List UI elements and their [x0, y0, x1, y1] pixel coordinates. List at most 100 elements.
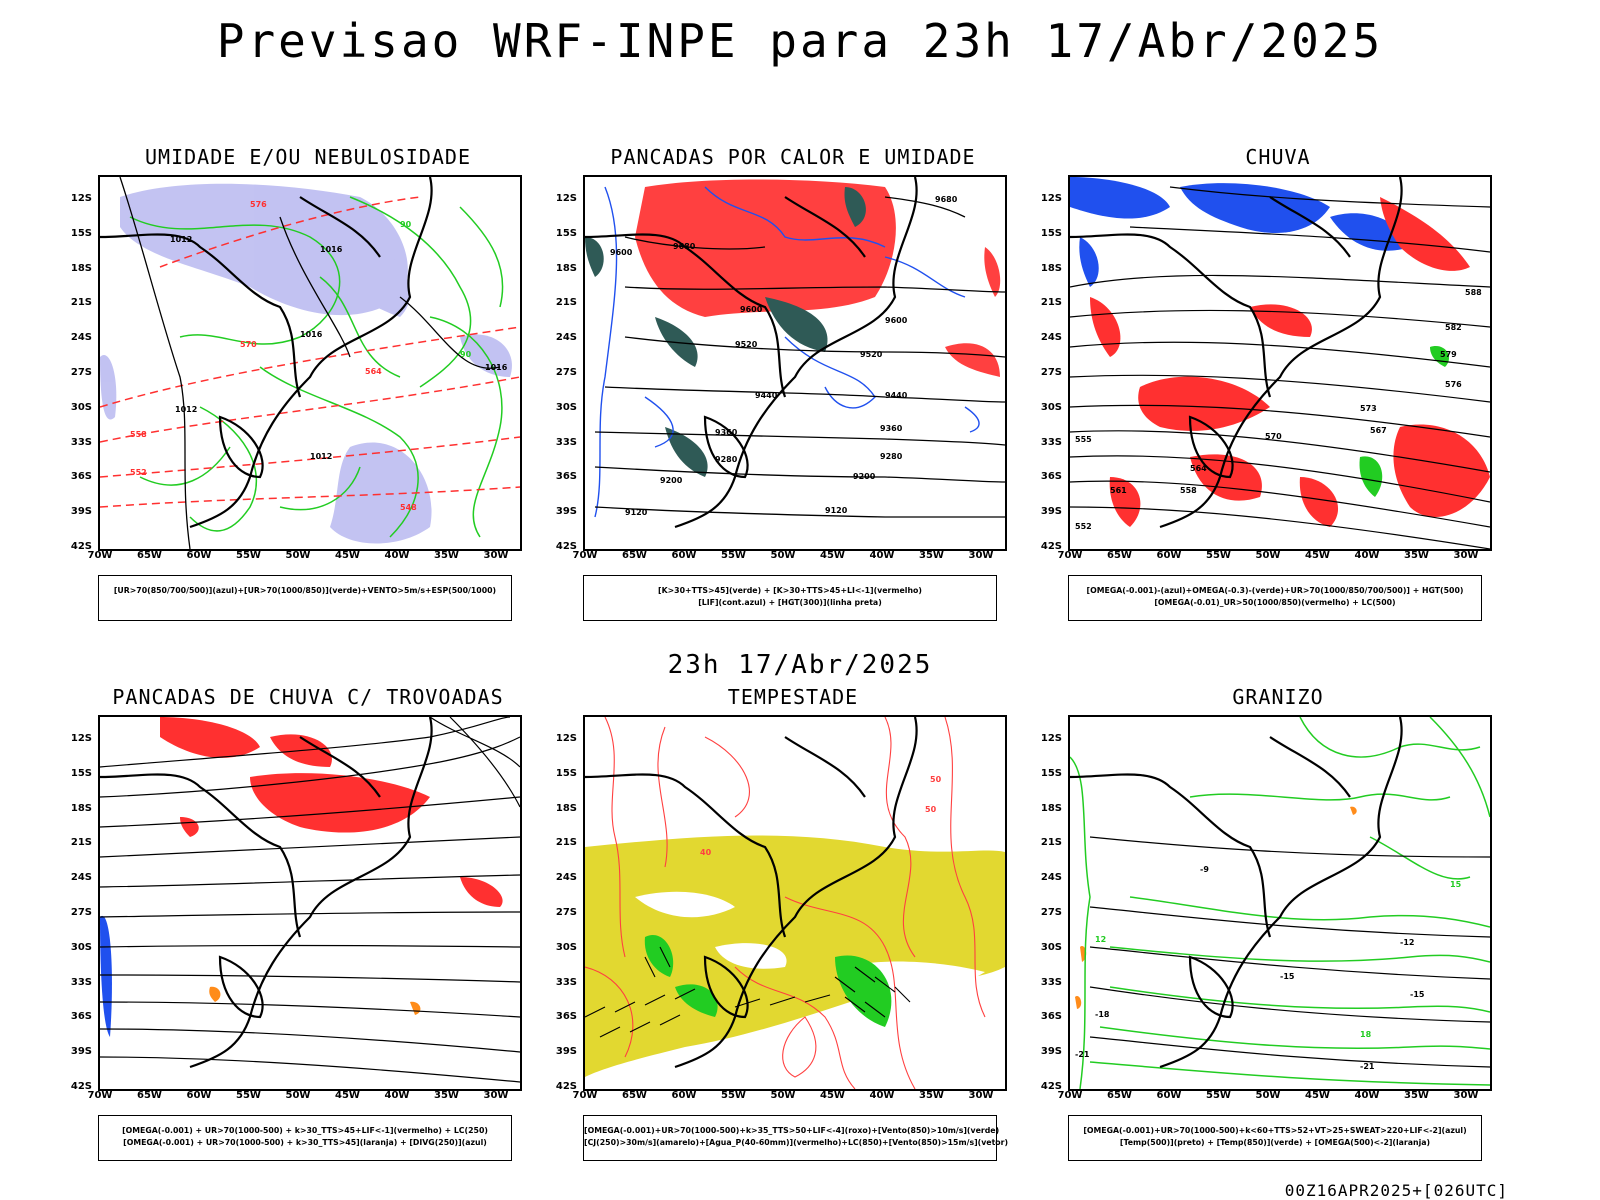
contour-label: 552: [1075, 522, 1092, 531]
longitude-tick-label: 65W: [622, 1090, 647, 1101]
latitude-tick-label: 18S: [555, 802, 577, 814]
contour-label: 1012: [310, 452, 332, 461]
contour-label: 9280: [715, 455, 738, 464]
longitude-tick-label: 30W: [968, 1090, 994, 1101]
latitude-tick-label: 24S: [70, 872, 92, 884]
contour-label: 18: [1360, 1030, 1372, 1039]
longitude-tick-label: 65W: [622, 550, 647, 561]
longitude-tick-label: 40W: [1354, 550, 1380, 561]
contour-label: 1016: [300, 330, 323, 339]
latitude-tick-label: 30S: [555, 941, 577, 953]
longitude-tick-label: 70W: [87, 1090, 113, 1101]
contour-label: 50: [925, 805, 937, 814]
latitude-tick-label: 24S: [555, 332, 577, 344]
latitude-tick-label: 24S: [70, 332, 92, 344]
contour-label: 9600: [885, 316, 908, 325]
contour-label: 548: [400, 503, 417, 512]
longitude-tick-label: 60W: [1156, 550, 1182, 561]
longitude-tick-label: 55W: [236, 550, 261, 561]
latitude-tick-label: 24S: [1040, 332, 1062, 344]
contour-label: 564: [365, 367, 382, 376]
longitude-tick-label: 60W: [1156, 1090, 1182, 1101]
contour-label: 9600: [740, 305, 763, 314]
longitude-tick-label: 60W: [671, 1090, 697, 1101]
latitude-tick-label: 27S: [555, 367, 577, 378]
latitude-tick-label: 21S: [1040, 837, 1062, 849]
longitude-tick-label: 35W: [434, 550, 459, 561]
contour-label: 9440: [885, 391, 908, 400]
contour-label: -12: [1400, 938, 1414, 947]
latitude-tick-label: 27S: [555, 907, 577, 918]
longitude-tick-label: 45W: [1305, 1090, 1330, 1101]
contour-label: -15: [1410, 990, 1425, 999]
latitude-tick-label: 39S: [555, 1046, 577, 1058]
panel-hail: GRANIZO: [1028, 685, 1492, 1161]
longitude-tick-label: 55W: [1206, 550, 1231, 561]
latitude-tick-label: 24S: [1040, 872, 1062, 884]
longitude-tick-label: 60W: [671, 550, 697, 561]
latitude-tick-label: 18S: [70, 802, 92, 814]
longitude-tick-label: 70W: [87, 550, 113, 561]
panel-humidity: UMIDADE E/OU NEBULOSIDADE: [58, 145, 522, 621]
latitude-tick-label: 33S: [70, 976, 92, 988]
legend-box: [OMEGA(-0.001)+UR>70(1000-500)+k<60+TTS>…: [1068, 1115, 1482, 1161]
legend-line: [OMEGA(-0.001) + UR>70(1000-500) + k>30_…: [122, 1126, 488, 1135]
longitude-tick-label: 45W: [335, 550, 360, 561]
latitude-tick-label: 33S: [1040, 976, 1062, 988]
latitude-tick-label: 36S: [1040, 471, 1062, 483]
longitude-tick-label: 65W: [137, 1090, 162, 1101]
latitude-tick-label: 12S: [555, 193, 577, 204]
panel-title: PANCADAS DE CHUVA C/ TROVOADAS: [112, 685, 504, 709]
latitude-tick-label: 42S: [555, 1081, 577, 1092]
latitude-tick-label: 12S: [70, 733, 92, 744]
contour-label: 576: [1445, 380, 1462, 389]
longitude-tick-label: 50W: [770, 550, 796, 561]
contour-label: 9520: [860, 350, 883, 359]
panel-heat-showers: PANCADAS POR CALOR E UMIDADE: [543, 145, 1007, 621]
latitude-tick-label: 36S: [1040, 1011, 1062, 1023]
latitude-tick-label: 33S: [555, 976, 577, 988]
longitude-tick-label: 35W: [1404, 1090, 1429, 1101]
contour-label: 9360: [880, 424, 903, 433]
latitude-tick-label: 30S: [1040, 401, 1062, 413]
longitude-tick-label: 40W: [869, 1090, 895, 1101]
latitude-tick-label: 42S: [1040, 1081, 1062, 1092]
latitude-tick-label: 30S: [70, 941, 92, 953]
longitude-tick-label: 35W: [919, 550, 944, 561]
map-rain: 588 582 579 576 573 570 567 564 561 558 …: [1068, 175, 1492, 551]
contour-label: 9600: [610, 248, 633, 257]
contour-label: 9280: [880, 452, 903, 461]
longitude-tick-label: 45W: [820, 1090, 845, 1101]
contour-label: 558: [1180, 486, 1197, 495]
mid-date: 23h 17/Abr/2025: [667, 650, 933, 680]
latitude-tick-label: 42S: [1040, 541, 1062, 552]
footer-stamp: 00Z16APR2025+[026UTC]: [1284, 1181, 1508, 1200]
contour-label: 40: [700, 848, 712, 857]
contour-label: -18: [1095, 1010, 1110, 1019]
legend-line: [CJ(250)>30m/s](amarelo)+[Agua_P(40-60mm…: [584, 1138, 1009, 1147]
latitude-tick-label: 39S: [1040, 506, 1062, 518]
longitude-tick-label: 35W: [1404, 550, 1429, 561]
longitude-tick-label: 55W: [721, 1090, 746, 1101]
latitude-tick-label: 15S: [1040, 227, 1062, 239]
contour-label: 1016: [485, 363, 508, 372]
latitude-tick-label: 30S: [70, 401, 92, 413]
longitude-tick-label: 40W: [1354, 1090, 1380, 1101]
contour-label: 9680: [935, 195, 958, 204]
latitude-tick-label: 12S: [555, 733, 577, 744]
panel-title: PANCADAS POR CALOR E UMIDADE: [610, 145, 976, 169]
latitude-tick-label: 12S: [1040, 193, 1062, 204]
panel-title: GRANIZO: [1232, 685, 1324, 709]
latitude-tick-label: 36S: [70, 471, 92, 483]
contour-label: 567: [1370, 426, 1387, 435]
legend-line: [K>30+TTS>45](verde) + [K>30+TTS>45+LI<-…: [658, 586, 922, 595]
contour-label: -9: [1200, 865, 1209, 874]
map-heat-showers: 9680 9680 9600 9600 9600 9520 9520 9440 …: [583, 175, 1007, 551]
contour-label: 12: [1095, 935, 1106, 944]
latitude-tick-label: 39S: [70, 506, 92, 518]
contour-label: -21: [1075, 1050, 1090, 1059]
map-thunderstorms: [98, 715, 522, 1091]
longitude-tick-label: 45W: [1305, 550, 1330, 561]
contour-label: 588: [1465, 288, 1482, 297]
longitude-tick-label: 50W: [285, 1090, 311, 1101]
